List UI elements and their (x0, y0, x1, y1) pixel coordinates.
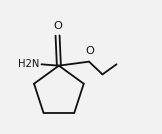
Text: O: O (53, 21, 62, 31)
Text: H2N: H2N (18, 59, 40, 69)
Text: O: O (85, 46, 94, 56)
